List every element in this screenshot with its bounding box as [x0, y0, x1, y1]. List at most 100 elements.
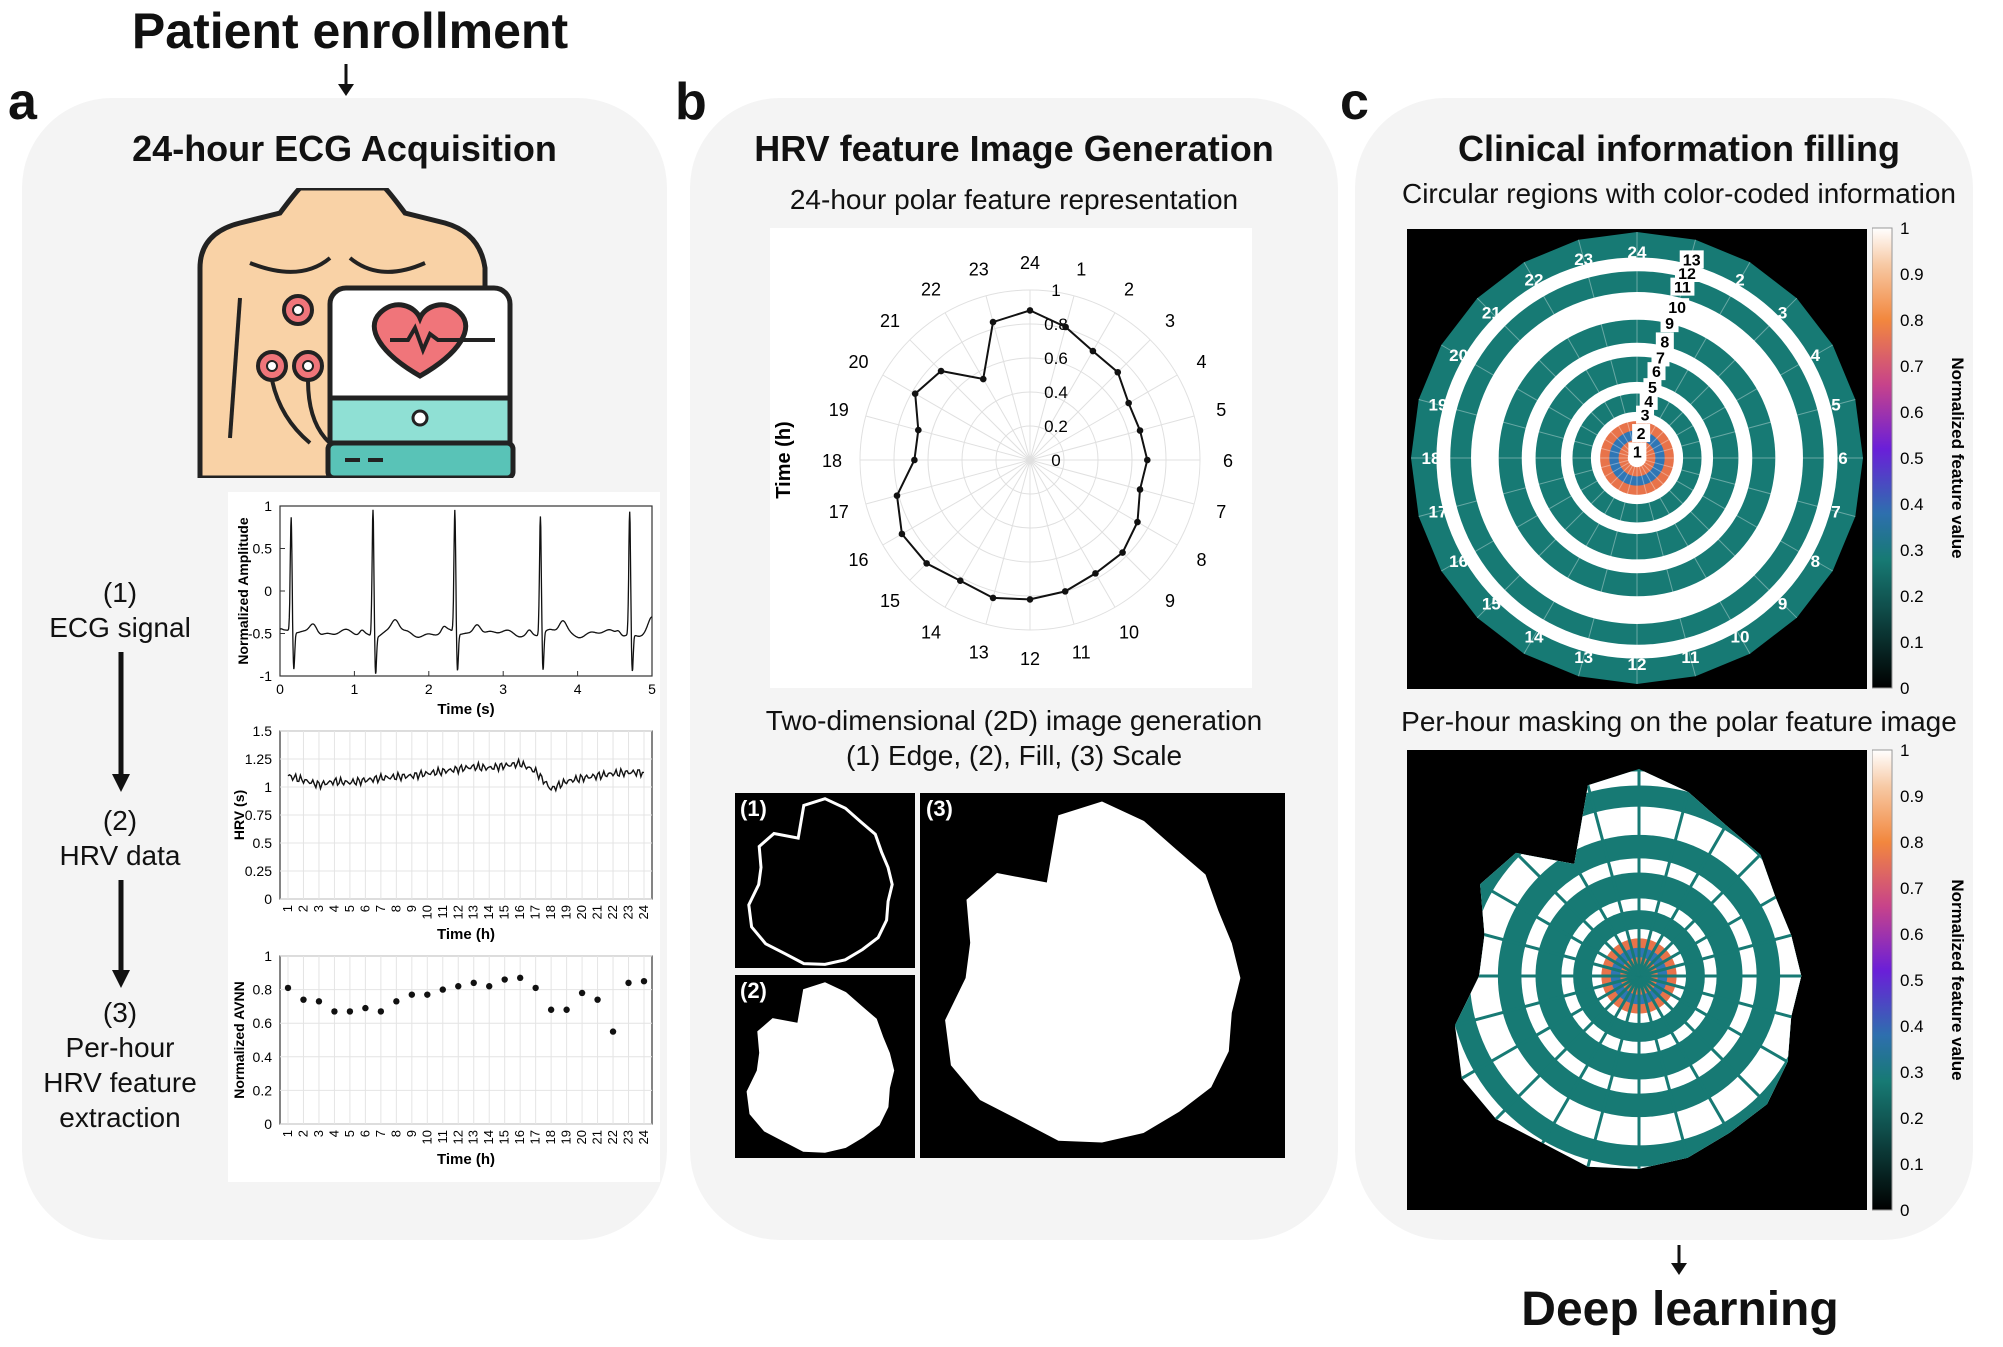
colorbar-tick-label: 0.7: [1900, 879, 1924, 898]
hour-label: 24: [1020, 253, 1040, 273]
step-2-number: (2): [102, 805, 138, 836]
data-point: [625, 979, 632, 987]
ecg-patient-illustration: [197, 188, 516, 478]
polar-grid-spoke: [1029, 459, 1151, 581]
sector-line: [1636, 344, 1833, 459]
hour-label: 3: [1165, 311, 1175, 331]
hour-label: 15: [1482, 595, 1501, 614]
ecg-series-line: [279, 509, 653, 674]
hour-label: 6: [1223, 451, 1233, 471]
ring-number-bg: [1655, 332, 1674, 351]
edge-shape: [747, 797, 894, 966]
x-axis-label: Time (s): [437, 701, 494, 718]
ring-number-bg: [1647, 362, 1666, 381]
hour-label: 19: [1429, 396, 1448, 415]
data-point: [408, 991, 416, 998]
x-tick-label: 21: [590, 1130, 605, 1144]
polar-grid-spoke: [865, 415, 1031, 461]
polar-grid-spoke: [1029, 459, 1116, 608]
polar-grid-spoke: [1029, 374, 1178, 461]
hour-label: 16: [1449, 552, 1468, 571]
hour-label: 21: [880, 311, 900, 331]
ring-number: 13: [1683, 252, 1701, 269]
step-3-number: (3): [102, 997, 138, 1028]
polar-grid-spoke: [944, 312, 1031, 461]
data-point: [1134, 518, 1141, 526]
data-point: [893, 492, 901, 499]
gen-subtitle-1: Two-dimensional (2D) image generation: [765, 705, 1263, 736]
ecg-monitor: [325, 285, 516, 478]
ring-number: 11: [1674, 280, 1691, 297]
hour-label: 18: [1422, 449, 1441, 468]
x-tick-label: 6: [357, 905, 372, 912]
data-point: [979, 375, 987, 383]
x-tick-label: 1: [280, 1130, 295, 1137]
deep-learning-label: Deep learning: [1521, 1283, 1839, 1336]
sector-line: [1441, 457, 1638, 572]
hour-label: 11: [1072, 642, 1091, 662]
x-tick-label: 12: [450, 905, 465, 919]
sector-line: [1636, 457, 1833, 572]
edge-image: [735, 793, 915, 968]
x-tick-label: 24: [636, 1130, 651, 1144]
y-tick-label: 1: [264, 779, 272, 795]
ring-number-bg: [1639, 391, 1658, 410]
data-point: [911, 456, 918, 464]
top-title: Patient enrollment: [131, 3, 569, 59]
polar-grid-spoke: [1029, 339, 1151, 461]
ring-number: 6: [1652, 364, 1661, 381]
sector-line: [1636, 262, 1751, 459]
hour-label: 1: [1076, 260, 1086, 280]
y-tick-label: 0: [264, 583, 272, 599]
x-tick-label: 20: [574, 905, 589, 919]
ring-number-bg: [1675, 263, 1700, 282]
data-point: [424, 991, 431, 998]
hour-label: 11: [1681, 648, 1699, 667]
data-point: [1026, 596, 1034, 603]
x-tick-label: 2: [295, 1130, 310, 1137]
hour-label: 5: [1216, 400, 1226, 420]
x-tick-label: 13: [466, 1130, 481, 1144]
polar-grid-spoke: [909, 459, 1031, 581]
hour-label: 21: [1482, 303, 1501, 322]
colorbar-tick-label: 0.4: [1900, 495, 1924, 514]
data-point: [1125, 399, 1132, 407]
colorbar-tick-label: 0.1: [1900, 633, 1924, 652]
step-1-label: ECG signal: [49, 612, 191, 643]
colorbar-tick-label: 0.2: [1900, 587, 1924, 606]
x-tick-label: 18: [543, 1130, 558, 1144]
x-tick-label: 21: [590, 905, 605, 919]
down-arrow-icon: [112, 652, 130, 792]
x-tick-label: 4: [326, 905, 341, 912]
polar-subtitle: 24-hour polar feature representation: [789, 184, 1239, 215]
y-axis-label: Time (h): [773, 421, 795, 498]
y-tick-label: 0.5: [253, 541, 273, 557]
data-point: [989, 318, 997, 326]
x-tick-label: 16: [512, 905, 527, 919]
x-tick-label: 7: [373, 905, 388, 912]
data-point: [578, 989, 586, 997]
ring-number-bg: [1660, 314, 1679, 333]
hour-label: 2: [1124, 280, 1134, 300]
hour-label: 5: [1831, 396, 1840, 415]
hour-label: 7: [1216, 502, 1226, 522]
x-tick-label: 6: [357, 1130, 372, 1137]
colorbar-tick-label: 1: [1900, 744, 1909, 760]
x-tick-label: 10: [419, 1130, 434, 1144]
x-tick-label: 14: [481, 1130, 496, 1144]
sector-line: [1638, 859, 1802, 978]
ring-number: 3: [1641, 408, 1650, 425]
y-tick-label: 0.8: [253, 982, 273, 998]
data-point: [346, 1008, 354, 1015]
x-tick-label: 5: [342, 905, 357, 912]
x-tick-label: 0: [276, 681, 284, 697]
x-tick-label: 22: [605, 1130, 620, 1144]
y-tick-label: 0.25: [245, 863, 272, 879]
hour-label: 12: [1628, 655, 1647, 674]
y-tick-label: 1: [264, 948, 272, 964]
x-tick-label: 17: [528, 1130, 543, 1144]
sector-line: [1578, 239, 1638, 459]
data-point: [1026, 307, 1034, 314]
hrv-series-line: [287, 757, 644, 793]
r-tick-label: 0.2: [1044, 417, 1068, 436]
